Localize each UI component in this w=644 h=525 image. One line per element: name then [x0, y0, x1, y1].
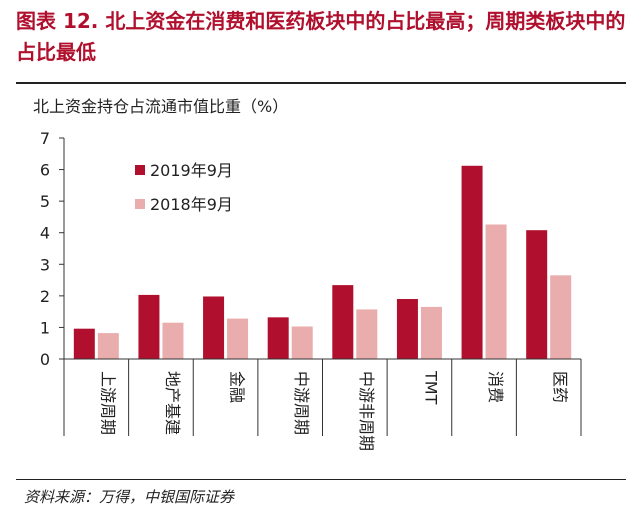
bar-chart: 北上资金持仓占流通市值比重（%） 0 1 2 3 4 5 6 7 上游周期 地产基建 金融 中游周期 中… — [33, 97, 582, 451]
legend-label: 2018年9月 — [150, 195, 233, 214]
y-tick-label: 1 — [40, 318, 50, 337]
source-note: 资料来源：万得，中银国际证券 — [24, 488, 235, 506]
figure-title: 图表 12. 北上资金在消费和医药板块中的占比最高；周期类板块中的占比最低 — [16, 9, 626, 64]
bar-2019 — [526, 230, 548, 359]
bar-2018 — [291, 326, 313, 359]
legend-label: 2019年9月 — [150, 161, 233, 180]
y-tick-label: 0 — [40, 350, 50, 369]
bar-2019 — [461, 165, 483, 359]
bar-2018 — [227, 318, 249, 359]
bar-2019 — [138, 294, 160, 359]
bar-2018 — [485, 224, 507, 359]
x-tick-label: 上游周期 — [98, 371, 117, 435]
x-tick-label: 中游周期 — [292, 371, 311, 435]
y-tick-label: 5 — [40, 192, 50, 211]
x-tick-label: 地产基建 — [163, 371, 182, 435]
x-tick-label: 金融 — [228, 371, 247, 403]
bar-2018 — [162, 322, 184, 359]
legend-swatch-2019 — [135, 165, 145, 175]
x-tick-label: 医药 — [551, 371, 570, 403]
bar-2018 — [550, 275, 572, 359]
y-tick-label: 7 — [40, 129, 50, 148]
y-tick-label: 2 — [40, 287, 50, 306]
bar-2018 — [356, 309, 378, 359]
chart-title: 北上资金持仓占流通市值比重（%） — [33, 97, 288, 116]
bar-2019 — [203, 296, 225, 359]
bar-2019 — [332, 285, 354, 359]
bar-2019 — [396, 299, 418, 359]
x-tick-label: 中游非周期 — [357, 371, 376, 451]
legend-swatch-2018 — [135, 199, 145, 209]
bar-2018 — [420, 306, 442, 359]
bar-2019 — [267, 317, 289, 359]
bottom-divider — [16, 479, 626, 480]
top-divider — [16, 82, 626, 84]
y-tick-label: 3 — [40, 255, 50, 274]
y-tick-label: 6 — [40, 161, 50, 180]
bar-2018 — [97, 333, 119, 359]
bar-2019 — [73, 328, 95, 359]
y-tick-label: 4 — [40, 224, 50, 243]
x-tick-label: TMT — [421, 370, 440, 405]
x-tick-label: 消费 — [486, 371, 505, 403]
